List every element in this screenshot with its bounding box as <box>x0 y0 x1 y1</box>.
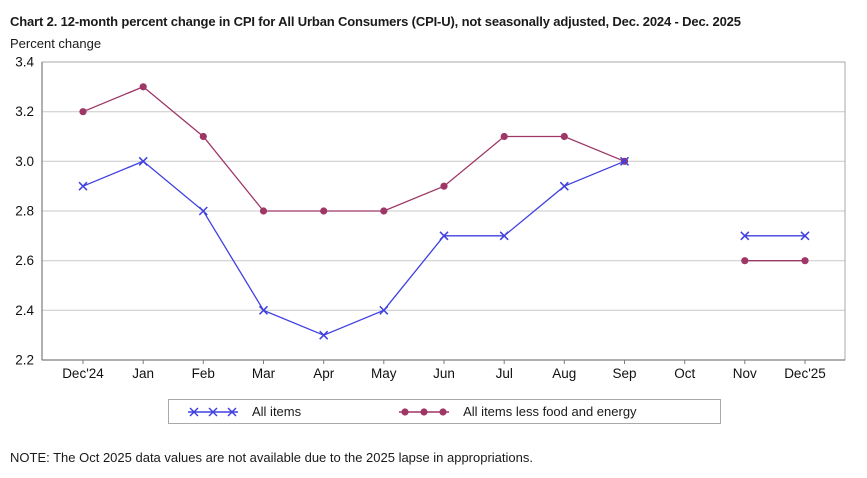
svg-text:2.8: 2.8 <box>15 204 34 219</box>
svg-text:Oct: Oct <box>674 366 695 381</box>
cpi-line-chart: 2.2 2.4 2.6 2.8 3.0 3.2 3.4 Dec'24 Jan Feb Mar Apr M… <box>15 55 846 381</box>
svg-text:May: May <box>371 366 397 381</box>
core-line-marker-icon <box>399 407 450 416</box>
legend-item-all-items: All items <box>187 404 301 419</box>
svg-text:Nov: Nov <box>733 366 757 381</box>
legend-item-core: All items less food and energy <box>398 404 637 419</box>
svg-text:Sep: Sep <box>612 366 636 381</box>
all-items-line-marker-icon <box>188 406 238 417</box>
chart-title: Chart 2. 12-month percent change in CPI … <box>10 14 741 29</box>
y-axis-unit-label: Percent change <box>10 36 102 51</box>
legend-label-all-items: All items <box>252 404 302 419</box>
svg-text:2.2: 2.2 <box>15 353 34 368</box>
svg-text:Jun: Jun <box>433 366 455 381</box>
svg-text:3.4: 3.4 <box>15 55 34 70</box>
svg-text:2.6: 2.6 <box>15 253 34 268</box>
footnote: NOTE: The Oct 2025 data values are not a… <box>10 450 533 465</box>
svg-text:Mar: Mar <box>252 366 276 381</box>
chart-legend: All items All items less food and energy <box>168 399 721 424</box>
svg-text:Jul: Jul <box>496 366 513 381</box>
svg-text:Feb: Feb <box>192 366 215 381</box>
svg-text:Aug: Aug <box>552 366 576 381</box>
svg-text:Dec'25: Dec'25 <box>784 366 826 381</box>
legend-label-core: All items less food and energy <box>463 404 637 419</box>
svg-text:3.0: 3.0 <box>15 154 34 169</box>
svg-text:2.4: 2.4 <box>15 303 34 318</box>
svg-text:Apr: Apr <box>313 366 335 381</box>
svg-text:3.2: 3.2 <box>15 104 34 119</box>
svg-text:Dec'24: Dec'24 <box>62 366 104 381</box>
svg-text:Jan: Jan <box>132 366 154 381</box>
